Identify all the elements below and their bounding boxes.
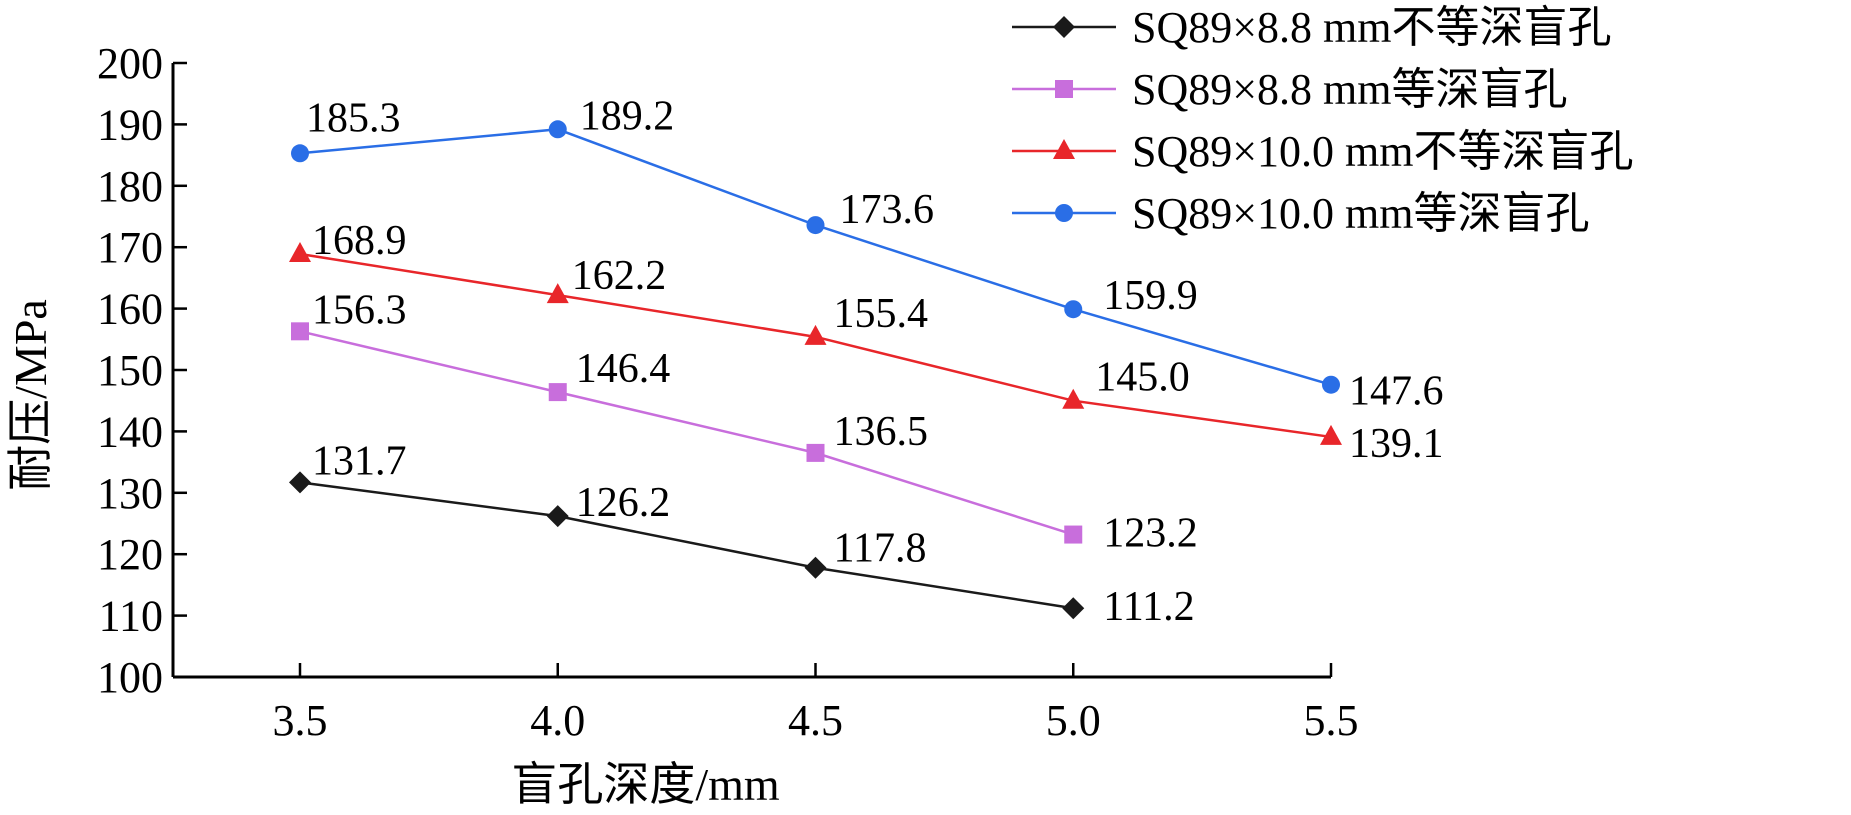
y-tick-label: 130: [97, 469, 163, 518]
series-1-point-1: [289, 471, 311, 494]
data-label: 139.1: [1349, 421, 1444, 467]
x-tick-label: 4.5: [788, 696, 843, 745]
data-label: 185.3: [306, 95, 401, 141]
series-2-point-1: [291, 322, 309, 341]
data-label: 147.6: [1349, 369, 1444, 415]
data-label: 123.2: [1103, 511, 1198, 557]
series-3-point-4: [1062, 388, 1085, 409]
series-line-2: [299, 330, 1074, 536]
data-label: 111.2: [1103, 584, 1194, 630]
x-tick-label: 5.0: [1046, 696, 1101, 745]
legend-marker-1: [1053, 16, 1075, 38]
series-3-point-5: [1320, 424, 1342, 445]
x-axis-title: 盲孔深度/mm: [511, 759, 780, 810]
data-label: 131.7: [312, 438, 407, 484]
data-label: 162.2: [572, 253, 667, 299]
data-label: 126.2: [576, 480, 671, 526]
y-axis-title: 耐压/MPa: [5, 299, 56, 491]
y-tick-label: 190: [97, 100, 163, 149]
series-4-point-3: [806, 216, 825, 235]
data-label: 168.9: [312, 218, 407, 264]
legend-label-2: SQ89×8.8 mm等深盲孔: [1132, 65, 1568, 114]
y-tick-label: 160: [97, 285, 163, 334]
data-label: 189.2: [580, 93, 675, 139]
data-label: 155.4: [834, 291, 929, 337]
series-3-point-1: [289, 241, 311, 262]
series-4-point-4: [1064, 300, 1083, 319]
series-2-point-4: [1064, 525, 1083, 544]
legend-marker-2: [1055, 80, 1073, 98]
y-tick-label: 200: [97, 39, 163, 88]
series-1-point-4: [1062, 597, 1085, 620]
data-label: 173.6: [840, 187, 935, 233]
series-3-point-3: [804, 324, 827, 345]
series-2-point-2: [548, 383, 567, 402]
data-label: 146.4: [576, 346, 671, 392]
legend-label-3: SQ89×10.0 mm不等深盲孔: [1132, 127, 1634, 176]
y-tick-label: 140: [97, 407, 163, 456]
series-4-point-1: [291, 144, 309, 163]
data-labels: 131.7 126.2 117.8 111.2 156.3 146.4 136.5 123.2…: [306, 93, 1444, 630]
legend-marker-3: [1053, 139, 1075, 159]
y-tick-label: 100: [97, 653, 163, 702]
y-tick-label: 150: [97, 346, 163, 395]
data-label: 117.8: [834, 526, 927, 572]
axes: 100 110 120 130 140 150 160 170 180 190 200 3.5 4.0 4…: [5, 39, 1359, 810]
series-1-point-2: [546, 505, 569, 528]
series-3-point-2: [546, 283, 569, 304]
data-label: 159.9: [1103, 273, 1198, 319]
y-tick-label: 120: [97, 530, 163, 579]
series-line-1: [299, 481, 1074, 610]
data-label: 145.0: [1095, 355, 1190, 401]
y-tick-label: 110: [99, 592, 163, 641]
series-2-point-3: [806, 443, 825, 462]
y-tick-label: 170: [97, 223, 163, 272]
legend-label-4: SQ89×10.0 mm等深盲孔: [1132, 189, 1590, 238]
y-tick-label: 180: [97, 162, 163, 211]
legend: SQ89×8.8 mm不等深盲孔 SQ89×8.8 mm等深盲孔 SQ89×10.0…: [1012, 3, 1634, 238]
series-1-point-3: [804, 556, 827, 579]
data-label: 136.5: [834, 409, 929, 455]
series-markers: [289, 120, 1342, 620]
legend-label-1: SQ89×8.8 mm不等深盲孔: [1132, 3, 1612, 52]
series-4-point-5: [1322, 375, 1340, 394]
x-tick-label: 5.5: [1304, 696, 1359, 745]
legend-marker-4: [1055, 204, 1073, 222]
x-tick-label: 3.5: [273, 696, 328, 745]
x-tick-label: 4.0: [530, 696, 585, 745]
series-4-point-2: [548, 120, 567, 139]
data-label: 156.3: [312, 287, 407, 333]
